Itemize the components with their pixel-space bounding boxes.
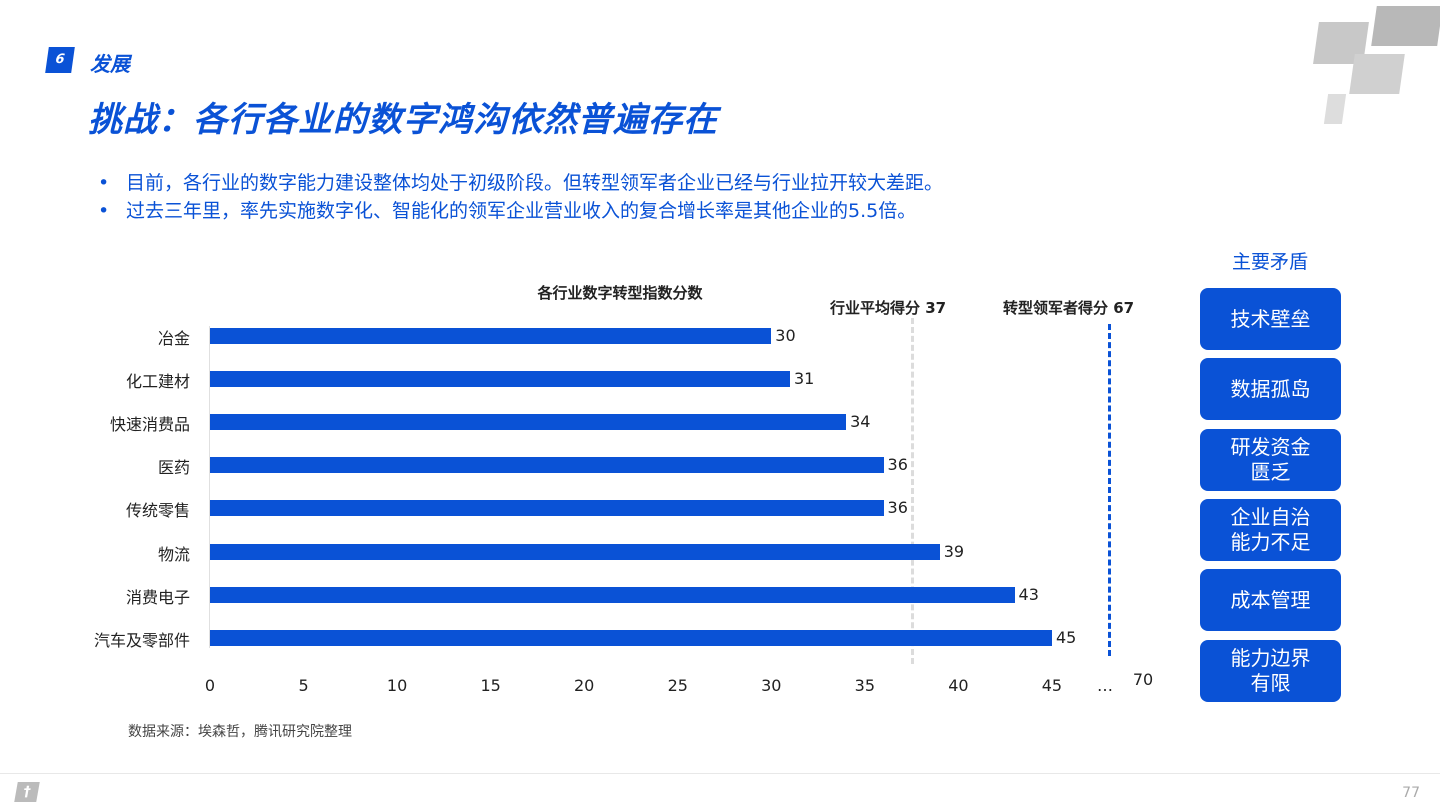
page-number: 77 (1402, 785, 1420, 801)
data-label: 45 (1055, 627, 1077, 647)
category-label: 消费电子 (125, 587, 190, 607)
leader-reference-line (1108, 324, 1111, 656)
logo-shape (1371, 6, 1440, 46)
challenge-box: 研发资金 匮乏 (1200, 428, 1341, 491)
x-tick-label: 20 (574, 676, 595, 695)
bar (210, 414, 847, 431)
x-tick-label: 40 (948, 676, 969, 695)
data-label: 43 (1018, 584, 1039, 604)
data-label: 39 (943, 541, 965, 561)
data-label: 36 (887, 455, 908, 475)
bar (210, 500, 884, 517)
chart-title: 各行业数字转型指数分数 (537, 284, 703, 302)
x-tick-label: 25 (667, 676, 688, 695)
bullet-item: • 过去三年里，率先实施数字化、智能化的领军企业营业收入的复合增长率是其他企业的5… (98, 200, 917, 222)
category-label: 传统零售 (125, 501, 190, 521)
bullet-text: 过去三年里，率先实施数字化、智能化的领军企业营业收入的复合增长率是其他企业的5.… (126, 200, 917, 222)
category-label: 冶金 (157, 329, 190, 348)
challenge-box: 成本管理 (1200, 569, 1341, 632)
source-note: 数据来源：埃森哲，腾讯研究院整理 (128, 724, 352, 740)
challenge-box: 技术壁垒 (1200, 288, 1341, 350)
x-tick-label: 5 (298, 676, 309, 695)
bar (210, 371, 790, 388)
x-tick-label: 30 (761, 676, 782, 695)
x-tick-label: 0 (204, 676, 216, 695)
x-tick-label: 10 (386, 676, 408, 695)
data-label: 30 (775, 326, 796, 345)
side-title: 主要矛盾 (1231, 251, 1308, 273)
category-label: 快速消费品 (109, 415, 190, 435)
category-label: 化工建材 (125, 372, 190, 392)
data-label: 34 (850, 412, 871, 432)
bar (210, 328, 772, 344)
x-tick-label: 35 (854, 676, 876, 695)
category-label: 医药 (157, 458, 190, 478)
footer-logo-icon: † (14, 782, 40, 802)
x-tick-label: … (1097, 676, 1113, 695)
bar (210, 629, 1052, 646)
challenge-box: 企业自治 能力不足 (1200, 498, 1341, 561)
avg-line-label: 行业平均得分 37 (830, 299, 947, 317)
bar (210, 543, 940, 560)
x-tick-label: 70 (1132, 670, 1154, 689)
x-tick-label: 15 (480, 676, 501, 695)
page-title: 挑战：各行各业的数字鸿沟依然普遍存在 (88, 100, 718, 140)
x-tick-label: 45 (1041, 676, 1063, 695)
category-label: 汽车及零部件 (93, 630, 190, 650)
bullet-item: • 目前，各行业的数字能力建设整体均处于初级阶段。但转型领军者企业已经与行业拉开较… (98, 172, 944, 194)
bullet-text: 目前，各行业的数字能力建设整体均处于初级阶段。但转型领军者企业已经与行业拉开较大… (126, 172, 944, 194)
challenge-box: 数据孤岛 (1200, 358, 1341, 421)
challenge-box: 能力边界 有限 (1200, 639, 1341, 702)
avg-reference-line (911, 318, 914, 664)
section-label: 发展 (90, 52, 130, 76)
footer-divider (0, 773, 1440, 774)
data-label: 36 (887, 498, 908, 518)
bar (210, 457, 884, 474)
leader-line-label: 转型领军者得分 67 (1003, 299, 1135, 317)
data-label: 31 (794, 369, 815, 389)
bar (210, 586, 1015, 603)
section-badge: 6 (45, 47, 75, 73)
category-label: 物流 (157, 544, 190, 564)
logo-shape (1323, 94, 1347, 124)
logo-shape (1349, 54, 1405, 94)
axis-line (209, 326, 210, 648)
